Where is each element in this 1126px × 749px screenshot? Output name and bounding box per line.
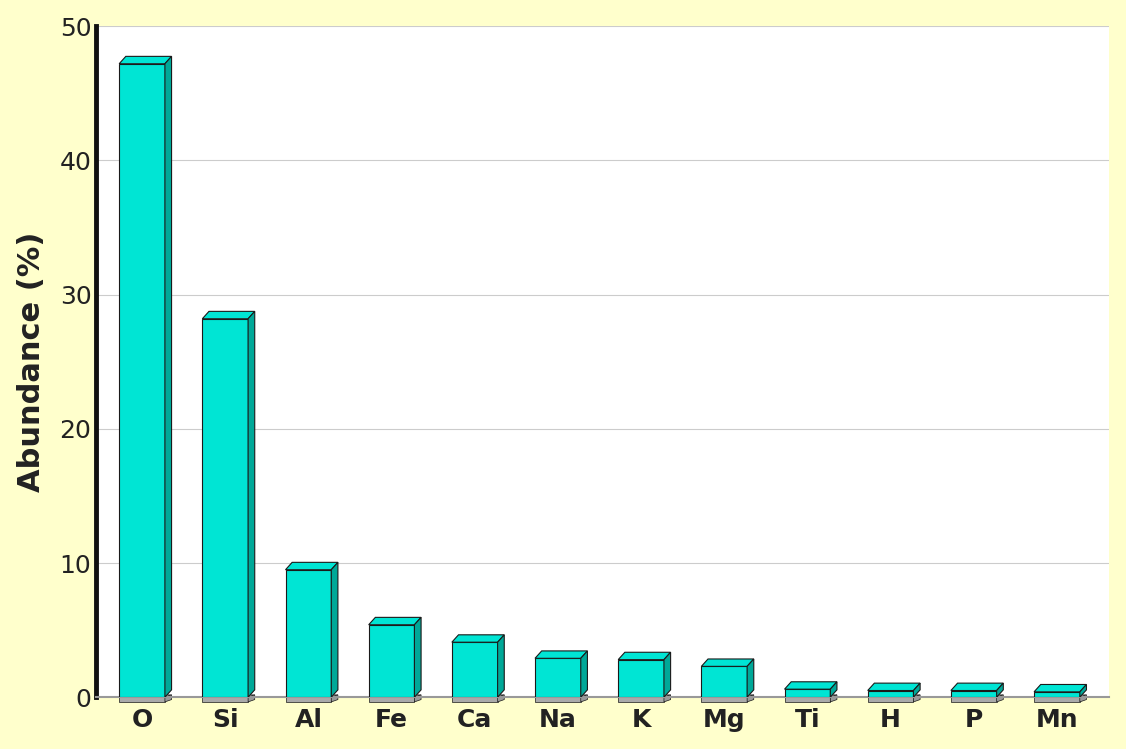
Polygon shape (785, 682, 837, 689)
Polygon shape (414, 617, 421, 697)
Polygon shape (618, 695, 671, 697)
Polygon shape (119, 697, 164, 702)
Polygon shape (830, 695, 837, 702)
Polygon shape (1034, 697, 1080, 702)
Polygon shape (830, 682, 837, 697)
Polygon shape (164, 56, 171, 697)
Polygon shape (785, 697, 830, 702)
Polygon shape (1034, 692, 1080, 697)
Polygon shape (868, 691, 913, 697)
Polygon shape (286, 570, 331, 697)
Polygon shape (119, 695, 171, 697)
Polygon shape (286, 697, 331, 702)
Polygon shape (785, 689, 830, 697)
Polygon shape (701, 667, 748, 697)
Polygon shape (997, 683, 1003, 697)
Polygon shape (618, 652, 671, 660)
Polygon shape (203, 695, 254, 697)
Polygon shape (868, 683, 920, 691)
Polygon shape (950, 683, 1003, 691)
Polygon shape (498, 695, 504, 702)
Polygon shape (452, 697, 498, 702)
Polygon shape (286, 562, 338, 570)
Polygon shape (248, 312, 254, 697)
Polygon shape (664, 695, 671, 702)
Polygon shape (368, 697, 414, 702)
Polygon shape (119, 64, 164, 697)
Polygon shape (331, 562, 338, 697)
Polygon shape (535, 695, 588, 697)
Polygon shape (331, 695, 338, 702)
Polygon shape (913, 695, 920, 702)
Polygon shape (748, 659, 753, 697)
Polygon shape (618, 660, 664, 697)
Polygon shape (664, 652, 671, 697)
Polygon shape (868, 695, 920, 697)
Polygon shape (119, 56, 171, 64)
Polygon shape (997, 695, 1003, 702)
Polygon shape (452, 635, 504, 642)
Polygon shape (1034, 685, 1087, 692)
Polygon shape (1080, 685, 1087, 697)
Polygon shape (203, 319, 248, 697)
Polygon shape (785, 695, 837, 697)
Polygon shape (581, 695, 588, 702)
Polygon shape (414, 695, 421, 702)
Polygon shape (368, 617, 421, 625)
Polygon shape (701, 697, 748, 702)
Polygon shape (1034, 695, 1087, 697)
Polygon shape (1080, 695, 1087, 702)
Polygon shape (498, 635, 504, 697)
Polygon shape (368, 625, 414, 697)
Polygon shape (535, 658, 581, 697)
Polygon shape (203, 697, 248, 702)
Polygon shape (286, 695, 338, 697)
Polygon shape (535, 651, 588, 658)
Polygon shape (535, 697, 581, 702)
Polygon shape (452, 695, 504, 697)
Polygon shape (950, 695, 1003, 697)
Polygon shape (164, 695, 171, 702)
Polygon shape (581, 651, 588, 697)
Polygon shape (203, 312, 254, 319)
Polygon shape (868, 697, 913, 702)
Polygon shape (452, 642, 498, 697)
Polygon shape (368, 695, 421, 697)
Polygon shape (701, 695, 753, 697)
Polygon shape (701, 659, 753, 667)
Polygon shape (950, 691, 997, 697)
Polygon shape (950, 697, 997, 702)
Polygon shape (913, 683, 920, 697)
Y-axis label: Abundance (%): Abundance (%) (17, 231, 46, 492)
Polygon shape (618, 697, 664, 702)
Polygon shape (748, 695, 753, 702)
Polygon shape (248, 695, 254, 702)
